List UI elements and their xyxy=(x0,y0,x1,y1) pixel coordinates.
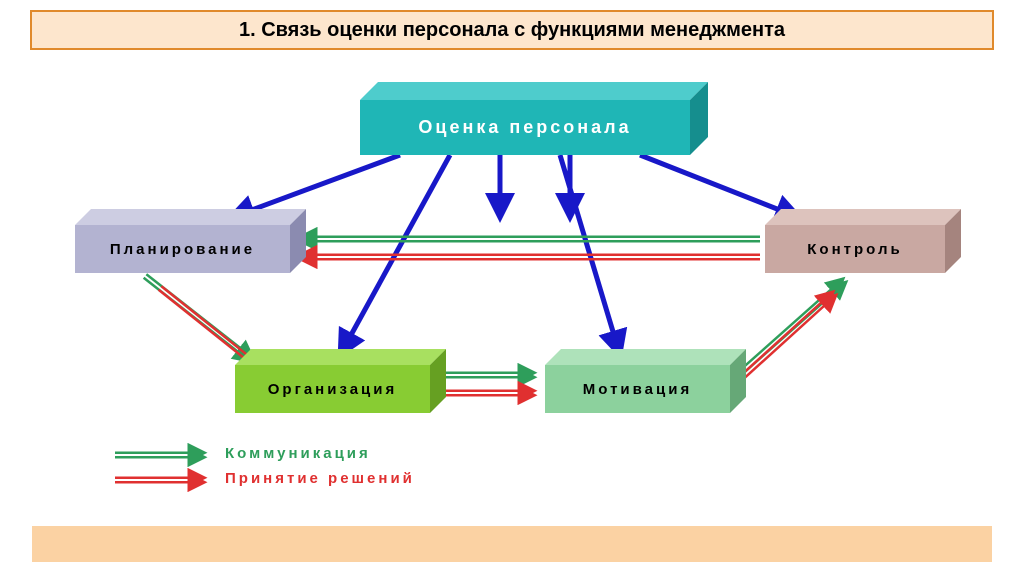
box-control-label: Контроль xyxy=(807,241,902,258)
box-organization: Организация xyxy=(235,365,430,413)
box-control: Контроль xyxy=(765,225,945,273)
legend-communication-label: Коммуникация xyxy=(225,445,371,462)
box-assessment-label: Оценка персонала xyxy=(418,117,631,138)
box-motivation-label: Мотивация xyxy=(583,381,692,398)
box-planning: Планирование xyxy=(75,225,290,273)
box-assessment: Оценка персонала xyxy=(360,100,690,155)
legend-decision-label: Принятие решений xyxy=(225,470,415,487)
title-text: 1. Связь оценки персонала с функциями ме… xyxy=(239,19,785,42)
title-bar: 1. Связь оценки персонала с функциями ме… xyxy=(30,10,994,50)
box-planning-label: Планирование xyxy=(110,241,255,258)
bottom-bar xyxy=(30,524,994,564)
box-motivation: Мотивация xyxy=(545,365,730,413)
box-organization-label: Организация xyxy=(268,381,398,398)
